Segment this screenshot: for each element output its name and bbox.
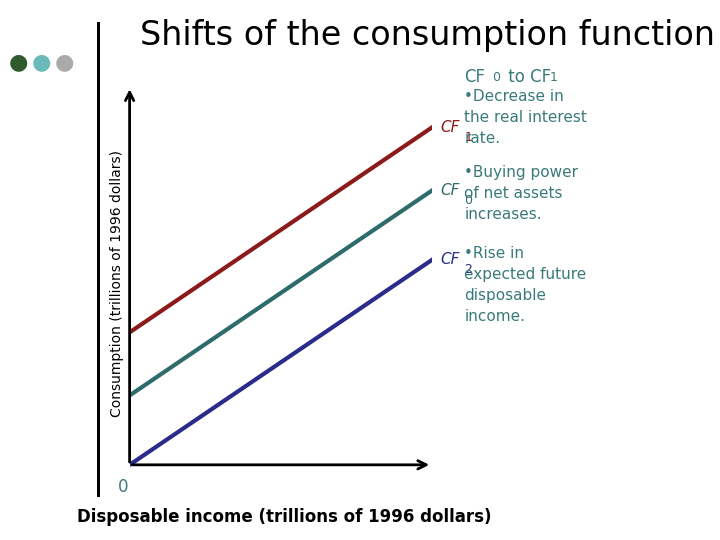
Text: to CF: to CF <box>503 68 551 85</box>
Text: 1: 1 <box>464 131 472 144</box>
Text: 1: 1 <box>549 71 557 84</box>
Text: •Rise in
expected future
disposable
income.: •Rise in expected future disposable inco… <box>464 246 587 323</box>
Text: •Decrease in
the real interest
rate.: •Decrease in the real interest rate. <box>464 89 588 146</box>
Text: CF: CF <box>441 183 460 198</box>
Y-axis label: Consumption (trillions of 1996 dollars): Consumption (trillions of 1996 dollars) <box>110 150 124 417</box>
Text: CF: CF <box>464 68 485 85</box>
Text: CF: CF <box>441 120 460 135</box>
Text: CF: CF <box>441 252 460 267</box>
Text: •Buying power
of net assets
increases.: •Buying power of net assets increases. <box>464 165 578 222</box>
Text: 0: 0 <box>464 194 472 207</box>
Text: Disposable income (trillions of 1996 dollars): Disposable income (trillions of 1996 dol… <box>77 509 492 526</box>
Text: ●: ● <box>32 52 50 72</box>
Text: ●: ● <box>9 52 27 72</box>
Text: ●: ● <box>55 52 74 72</box>
Text: Shifts of the consumption function: Shifts of the consumption function <box>140 19 716 52</box>
Text: 2: 2 <box>464 263 472 276</box>
Text: 0: 0 <box>118 478 129 496</box>
Text: 0: 0 <box>492 71 500 84</box>
